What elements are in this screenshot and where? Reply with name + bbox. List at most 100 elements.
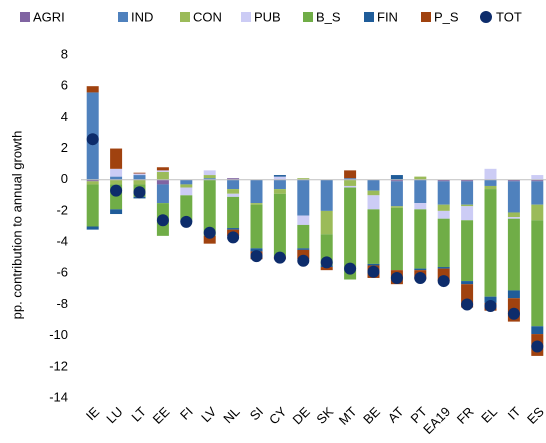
legend-label: CON <box>193 9 222 24</box>
bar-segment <box>484 179 497 186</box>
y-tick-label: -4 <box>56 234 68 249</box>
bar-segment <box>297 215 310 225</box>
bar-segment <box>320 210 333 235</box>
x-tick-label: EE <box>150 404 173 427</box>
total-dot <box>297 254 310 267</box>
bar-segment <box>250 203 263 205</box>
bar-segment <box>86 179 99 182</box>
bar-segment <box>367 209 380 264</box>
bar-segment <box>437 179 450 182</box>
y-tick-label: 4 <box>61 109 68 124</box>
bar-segment <box>507 181 520 213</box>
total-dot <box>461 298 474 311</box>
x-tick-label: MT <box>336 404 360 428</box>
bar-segment <box>461 220 474 282</box>
total-dot <box>180 215 193 228</box>
bar-segment <box>133 172 146 174</box>
bar-segment <box>414 268 427 271</box>
bar-segment <box>273 193 286 257</box>
y-tick-label: 6 <box>61 78 68 93</box>
bar-segment <box>203 170 216 176</box>
bar-segment <box>531 179 544 182</box>
bar-segment <box>297 178 310 180</box>
legend-swatch <box>303 12 313 22</box>
y-tick-label: 0 <box>61 171 68 186</box>
bar-segment <box>86 86 99 93</box>
total-dot <box>484 300 497 313</box>
total-dot <box>531 340 544 353</box>
total-dot <box>227 231 240 244</box>
x-tick-label: EL <box>478 404 500 426</box>
bar-segment <box>367 190 380 196</box>
legend-swatch <box>421 12 431 22</box>
legend-label: IND <box>131 9 153 24</box>
bar-segment <box>414 176 427 180</box>
bar-segment <box>250 248 263 252</box>
bar-segment <box>390 207 403 271</box>
bar-segment <box>344 170 357 179</box>
x-tick-label: FI <box>177 404 196 423</box>
legend-label: FIN <box>377 9 398 24</box>
bar-segment <box>461 206 474 221</box>
bar-segment <box>86 184 99 227</box>
bar-segment <box>390 175 403 180</box>
bar-segment <box>437 218 450 268</box>
total-dot <box>133 186 146 199</box>
y-axis-label: pp. contribution to annual growth <box>9 131 24 320</box>
bar-segment <box>437 210 450 219</box>
bar-segment <box>156 171 169 180</box>
bar-segment <box>531 181 544 205</box>
legend-label: TOT <box>496 9 522 24</box>
bar-segment <box>344 185 357 188</box>
bar-segment <box>180 184 193 188</box>
bar-segment <box>180 187 193 196</box>
x-tick-label: ES <box>524 404 546 427</box>
total-dot <box>320 256 333 269</box>
total-dot <box>250 250 263 263</box>
bar-segment <box>203 179 216 236</box>
bar-segment <box>390 206 403 208</box>
y-tick-label: -14 <box>49 389 68 404</box>
legend-label: P_S <box>434 9 459 24</box>
bar-segment <box>320 179 333 211</box>
bar-segment <box>461 281 474 285</box>
x-tick-label: IT <box>505 404 524 423</box>
bar-segment <box>461 181 474 205</box>
bar-segment <box>156 179 169 185</box>
bar-segment <box>156 184 169 204</box>
x-tick-label: BE <box>360 404 383 427</box>
legend-label: PUB <box>254 9 281 24</box>
x-tick-label: NL <box>220 404 242 426</box>
legend-label: B_S <box>316 9 341 24</box>
x-tick-label: LV <box>198 404 219 425</box>
bar-segment <box>297 224 310 249</box>
bar-segment <box>531 220 544 327</box>
legend-swatch <box>118 12 128 22</box>
x-tick-label: SK <box>313 404 336 427</box>
bar-segment <box>203 178 216 180</box>
bar-segment <box>297 249 310 260</box>
legend-label: AGRI <box>33 9 65 24</box>
bar-segment <box>110 209 123 215</box>
bar-segment <box>437 267 450 269</box>
bar-segment <box>227 179 240 190</box>
total-dot <box>156 214 169 227</box>
total-dot <box>110 184 123 197</box>
bar-segment <box>297 179 310 216</box>
x-tick-label: LU <box>103 404 125 426</box>
bar-segment <box>414 209 427 269</box>
bar-segment <box>507 217 520 219</box>
bar-segment <box>86 226 99 230</box>
bar-segment <box>461 179 474 182</box>
bar-segment <box>484 189 497 297</box>
bar-segment <box>344 178 357 180</box>
bar-segment <box>273 175 286 177</box>
bar-segment <box>437 204 450 211</box>
total-dot <box>203 226 216 239</box>
bar-segment <box>110 176 123 180</box>
bar-segment <box>367 263 380 266</box>
y-tick-label: -2 <box>56 202 68 217</box>
total-dot <box>86 133 99 146</box>
bar-segment <box>273 189 286 194</box>
bar-segment <box>414 203 427 210</box>
